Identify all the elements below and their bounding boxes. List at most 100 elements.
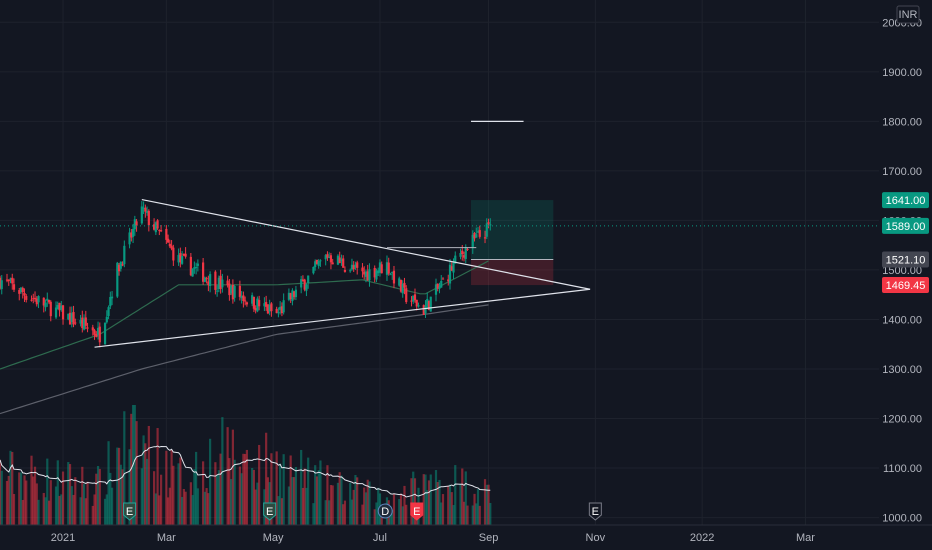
candle-body xyxy=(329,255,333,263)
volume-bar xyxy=(86,481,89,525)
volume-bar xyxy=(181,496,184,525)
x-tick-label: Nov xyxy=(586,532,606,544)
candle-body xyxy=(207,281,210,286)
candle-body xyxy=(205,278,208,280)
volume-bar xyxy=(426,490,429,525)
y-tick-label: 1700.00 xyxy=(882,166,922,178)
event-marker-dividend[interactable]: D xyxy=(377,503,393,519)
volume-bar xyxy=(412,471,415,525)
candle-body xyxy=(294,289,298,298)
x-tick-label: Sep xyxy=(479,532,499,544)
candle-body xyxy=(361,267,364,272)
volume-bar xyxy=(217,470,220,525)
volume-bar xyxy=(156,428,159,525)
long-position-boxes[interactable] xyxy=(471,200,554,286)
candle-body xyxy=(461,250,464,254)
candle-body xyxy=(349,270,352,272)
candle-body xyxy=(46,298,49,301)
volume-bar xyxy=(154,493,157,525)
candle-body xyxy=(438,286,441,289)
candle-body xyxy=(277,312,280,314)
candle-body xyxy=(165,228,168,240)
candle-body xyxy=(366,271,369,281)
volume-bar xyxy=(343,500,347,525)
time-axis[interactable]: 2021 Mar May Jul Sep Nov 2022 Mar xyxy=(0,524,932,544)
candle-body xyxy=(399,279,403,292)
y-tick-label: 1300.00 xyxy=(882,364,922,376)
price-tag-label: 1589.00 xyxy=(886,221,926,233)
candle-body xyxy=(96,327,100,335)
volume-bar xyxy=(350,499,354,525)
candle-body xyxy=(350,264,354,270)
candle-body xyxy=(135,221,138,226)
candle-body xyxy=(219,275,222,289)
volume-bar xyxy=(349,482,352,525)
event-marker-earnings[interactable]: E xyxy=(263,502,277,521)
candle-body xyxy=(0,280,3,290)
volume-bar xyxy=(422,474,425,525)
event-marker-earnings-future[interactable]: E xyxy=(588,502,602,521)
candle-body xyxy=(119,261,122,269)
candle-body xyxy=(268,304,271,312)
candle-body xyxy=(413,294,417,301)
trendline-drawings[interactable] xyxy=(0,120,879,348)
candle-body xyxy=(489,224,492,226)
candle-body xyxy=(68,312,72,325)
volume-bar xyxy=(203,491,206,525)
event-marker-letter: E xyxy=(266,506,273,518)
candle-body xyxy=(466,248,469,250)
volume-bar xyxy=(476,489,480,525)
candle-body xyxy=(25,296,28,300)
event-marker-letter: D xyxy=(381,506,389,518)
volume-bar xyxy=(202,461,205,525)
candle-body xyxy=(98,326,101,343)
candle-body xyxy=(130,232,133,238)
volume-bar xyxy=(5,480,9,525)
candle-body xyxy=(226,280,229,286)
price-tag-label: 1469.45 xyxy=(886,280,926,292)
volume-bar xyxy=(392,494,396,525)
candle-body xyxy=(392,270,396,284)
candle-body xyxy=(340,259,343,262)
volume-bar xyxy=(427,480,431,525)
candle-body xyxy=(23,292,26,296)
volume-bar xyxy=(82,484,86,525)
candle-body xyxy=(5,279,9,281)
volume-bar xyxy=(473,493,476,525)
volume-bar xyxy=(46,458,49,525)
volume-bar xyxy=(270,453,273,525)
candle-body xyxy=(256,298,259,312)
volume-bar xyxy=(475,503,478,525)
currency-badge[interactable] xyxy=(896,5,920,24)
candle-body xyxy=(352,265,355,270)
price-tag-label: 1641.00 xyxy=(886,195,926,207)
candle-body xyxy=(448,264,452,284)
volume-bar xyxy=(135,421,138,525)
volume-bar xyxy=(312,503,315,525)
volume-bar xyxy=(301,487,305,525)
candle-body xyxy=(32,298,35,300)
volume-bar xyxy=(0,470,3,525)
triangle-lower-line xyxy=(94,288,591,348)
volume-bar xyxy=(54,486,58,525)
volume-bar xyxy=(33,466,37,525)
candle-body xyxy=(447,279,450,282)
volume-bar xyxy=(324,500,327,525)
volume-ma-line xyxy=(0,445,491,498)
event-marker-earnings[interactable]: E xyxy=(123,502,137,521)
price-axis[interactable]: 1000.00 1100.00 1200.00 1300.00 1400.00 1500.… xyxy=(879,0,932,550)
volume-bar xyxy=(303,468,306,525)
candle-body xyxy=(454,255,457,264)
candle-body xyxy=(282,300,285,313)
candle-body xyxy=(434,284,438,295)
volume-bar xyxy=(361,504,364,525)
y-tick-label: 1400.00 xyxy=(882,314,922,326)
candle-body xyxy=(415,299,418,307)
volume-bar xyxy=(189,482,192,525)
volume-bar xyxy=(233,459,236,525)
volume-bar xyxy=(230,479,233,525)
event-marker-earnings-red[interactable]: E xyxy=(410,502,424,521)
volume-bar xyxy=(145,458,149,525)
